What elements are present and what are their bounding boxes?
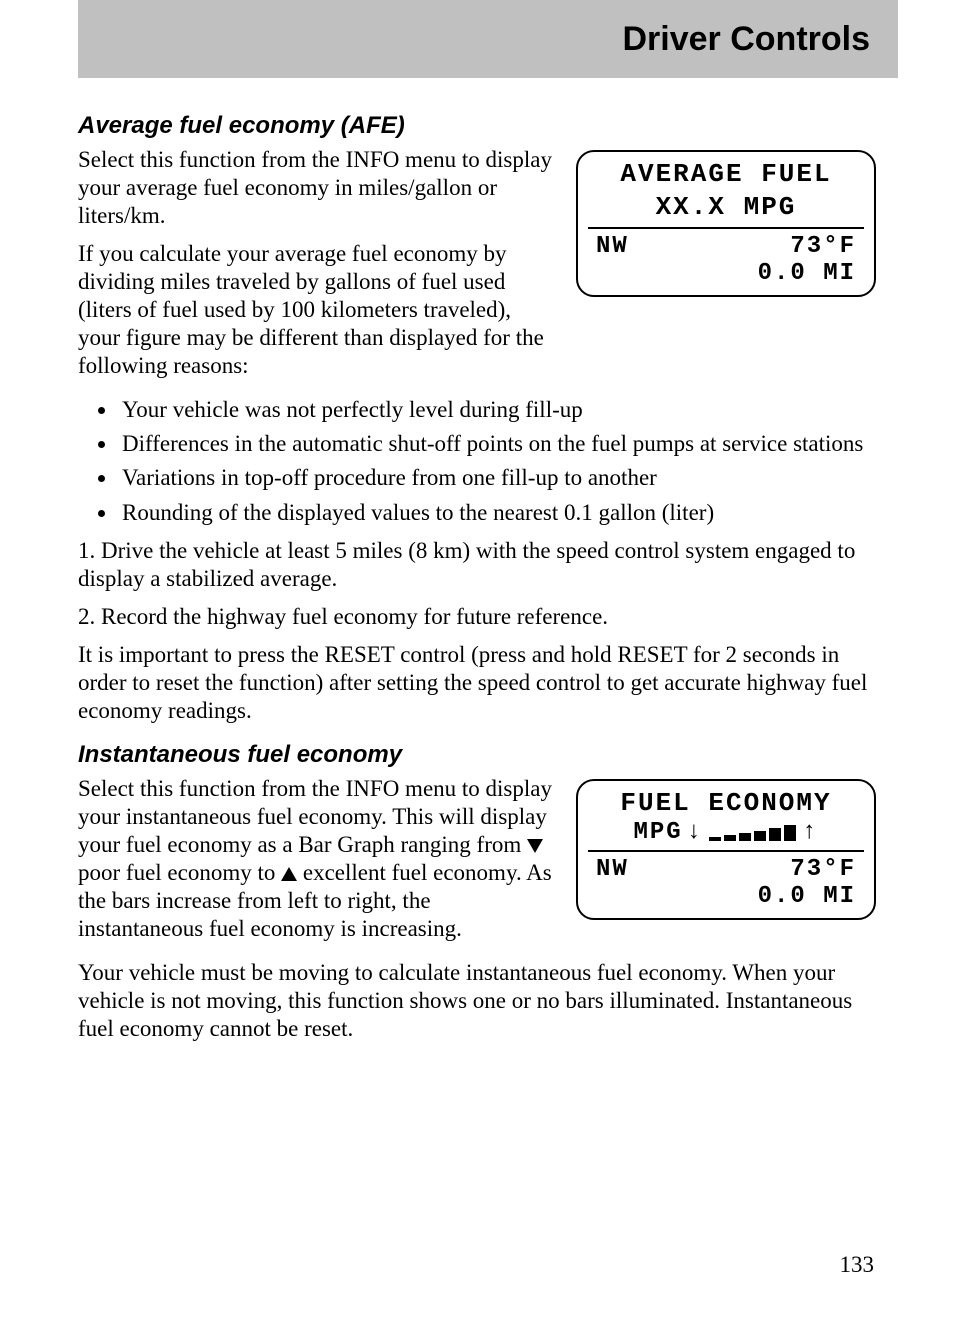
- afe-bullet-2: Differences in the automatic shut-off po…: [118, 430, 876, 458]
- afe-step-2: 2. Record the highway fuel economy for f…: [78, 603, 876, 631]
- ife-display-line1: FUEL ECONOMY: [588, 787, 864, 820]
- afe-para-2: If you calculate your average fuel econo…: [78, 240, 552, 380]
- triangle-up-icon: [281, 867, 297, 881]
- afe-display: AVERAGE FUEL XX.X MPG NW 73°F 0.0 MI: [576, 150, 876, 297]
- afe-bullet-3: Variations in top-off procedure from one…: [118, 464, 876, 492]
- afe-para-3: It is important to press the RESET contr…: [78, 641, 876, 725]
- afe-display-compass: NW: [596, 233, 629, 260]
- ife-display-mpg-label: MPG: [633, 819, 682, 846]
- page-header-title: Driver Controls: [623, 20, 871, 59]
- page-number: 133: [840, 1252, 875, 1278]
- afe-bullet-1: Your vehicle was not perfectly level dur…: [118, 396, 876, 424]
- ife-display-odo: 0.0 MI: [758, 883, 856, 910]
- ife-para-1: Select this function from the INFO menu …: [78, 775, 552, 943]
- afe-display-temp: 73°F: [790, 233, 856, 260]
- ife-display-bars: [709, 825, 796, 841]
- afe-bullet-list: Your vehicle was not perfectly level dur…: [78, 396, 876, 526]
- afe-step-1: 1. Drive the vehicle at least 5 miles (8…: [78, 537, 876, 593]
- afe-heading: Average fuel economy (AFE): [78, 112, 876, 140]
- arrow-up-icon: ↑: [802, 819, 818, 846]
- afe-display-line2: XX.X MPG: [588, 191, 864, 224]
- triangle-down-icon: [527, 839, 543, 853]
- afe-bullet-4: Rounding of the displayed values to the …: [118, 499, 876, 527]
- content-area: Average fuel economy (AFE) Select this f…: [0, 78, 954, 1043]
- header-bar: Driver Controls: [78, 0, 898, 78]
- ife-display-compass: NW: [596, 856, 629, 883]
- ife-display-bargraph-row: MPG ↓ ↑: [588, 819, 864, 846]
- ife-heading: Instantaneous fuel economy: [78, 741, 876, 769]
- ife-display: FUEL ECONOMY MPG ↓ ↑ NW 73°F 0.0 MI: [576, 779, 876, 921]
- afe-display-odo: 0.0 MI: [758, 260, 856, 287]
- arrow-down-icon: ↓: [687, 819, 703, 846]
- ife-display-temp: 73°F: [790, 856, 856, 883]
- afe-display-line1: AVERAGE FUEL: [588, 158, 864, 191]
- ife-para-2: Your vehicle must be moving to calculate…: [78, 959, 876, 1043]
- afe-para-1: Select this function from the INFO menu …: [78, 146, 552, 230]
